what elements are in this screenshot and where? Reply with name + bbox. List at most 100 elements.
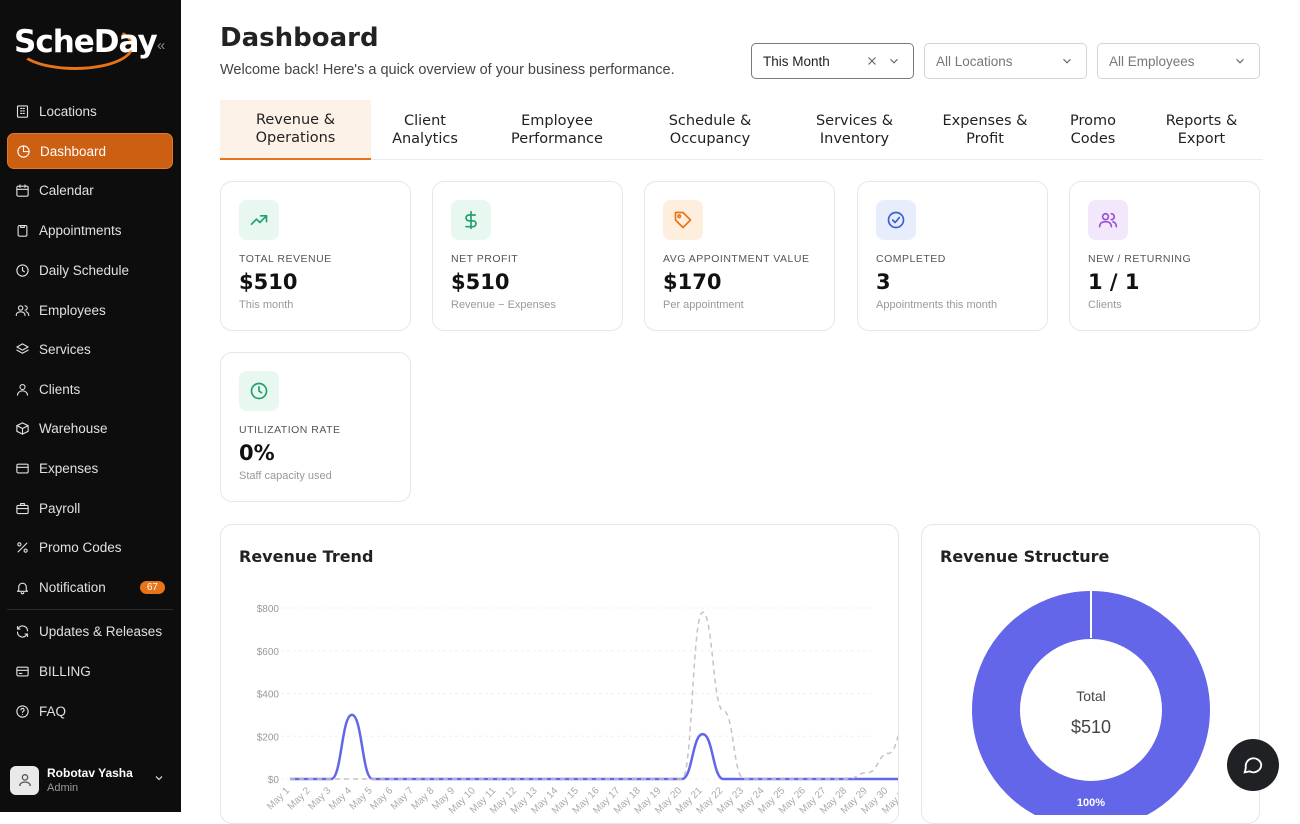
main-content: Dashboard Welcome back! Here's a quick o… [181, 0, 1300, 824]
kpi-label: UTILIZATION RATE [239, 424, 341, 436]
revenue-trend-title: Revenue Trend [239, 547, 374, 566]
y-tick-label: $800 [257, 604, 280, 615]
donut-slice[interactable] [972, 591, 1210, 815]
y-tick-label: $600 [257, 647, 280, 658]
sidebar-item-label: BILLING [39, 663, 91, 679]
trending-up-icon [250, 215, 268, 225]
sidebar-item-label: Notification [39, 579, 106, 595]
clear-icon[interactable] [865, 54, 879, 68]
kpi-value: $510 [239, 270, 298, 294]
sidebar-item-faq[interactable]: FAQ [7, 693, 173, 729]
bell-icon [16, 582, 29, 594]
chevron-down-icon[interactable] [153, 772, 165, 784]
tab-reports[interactable]: Reports & Export [1140, 100, 1263, 160]
comparison-series-line[interactable] [290, 611, 898, 780]
sidebar-item-appointments[interactable]: Appointments [7, 212, 173, 248]
kpi-value: 3 [876, 270, 891, 294]
kpi-value: $170 [663, 270, 722, 294]
kpi-label: NEW / RETURNING [1088, 253, 1192, 265]
tab-label-line2: Export [1177, 131, 1226, 147]
sidebar-item-services[interactable]: Services [7, 331, 173, 367]
tab-promo[interactable]: Promo Codes [1046, 100, 1140, 160]
kpi-card-avg-appointment-value: AVG APPOINTMENT VALUE $170 Per appointment [644, 181, 835, 331]
tab-label-line2: Operations [255, 130, 336, 146]
page-title: Dashboard [220, 23, 379, 53]
tab-label-line1: Reports & [1165, 113, 1238, 129]
revenue-structure-chart: Total $510 100% [972, 591, 1210, 815]
sidebar-item-label: Dashboard [40, 143, 107, 159]
kpi-icon-wrap [451, 200, 491, 240]
logo[interactable]: ScheDay [14, 24, 158, 60]
user-profile[interactable]: Robotav Yasha Admin [10, 763, 175, 797]
sidebar-item-label: Appointments [39, 222, 122, 238]
dollar-icon [465, 210, 477, 230]
sidebar-item-label: Employees [39, 302, 106, 318]
user-avatar-icon [18, 774, 31, 787]
tab-schedule[interactable]: Schedule & Occupancy [635, 100, 785, 160]
logo-swoosh [16, 22, 134, 70]
briefcase-icon [16, 502, 29, 514]
kpi-label: AVG APPOINTMENT VALUE [663, 253, 810, 265]
tab-label-line2: Analytics [392, 131, 458, 147]
tab-employee[interactable]: Employee Performance [479, 100, 635, 160]
sidebar-item-payroll[interactable]: Payroll [7, 490, 173, 526]
tab-label-line1: Revenue & [255, 112, 336, 128]
kpi-value: 0% [239, 441, 275, 465]
sidebar-item-daily-schedule[interactable]: Daily Schedule [7, 252, 173, 288]
sidebar-item-dashboard[interactable]: Dashboard [7, 133, 173, 169]
employee-select-value: All Employees [1109, 53, 1195, 69]
kpi-icon-wrap [1088, 200, 1128, 240]
card-icon [16, 666, 29, 676]
sidebar-item-warehouse[interactable]: Warehouse [7, 410, 173, 446]
sidebar: ScheDay « Locations Dashboard Calendar Appo… [0, 0, 181, 812]
sidebar-item-locations[interactable]: Locations [7, 93, 173, 129]
tab-expenses[interactable]: Expenses & Profit [924, 100, 1046, 160]
sidebar-item-employees[interactable]: Employees [7, 292, 173, 328]
location-select[interactable]: All Locations [924, 43, 1087, 79]
page-subtitle: Welcome back! Here's a quick overview of… [220, 62, 675, 78]
pie-chart-icon [17, 144, 30, 158]
chevron-down-icon [1063, 58, 1071, 64]
sidebar-item-billing[interactable]: BILLING [7, 653, 173, 689]
chevron-down-icon [890, 58, 898, 64]
location-select-value: All Locations [936, 53, 1013, 69]
user-icon [16, 383, 29, 396]
users-icon [15, 304, 30, 316]
tab-client[interactable]: Client Analytics [371, 100, 479, 160]
revenue-series-line[interactable] [290, 713, 898, 781]
kpi-subtext: Clients [1088, 299, 1122, 311]
sidebar-item-updates-releases[interactable]: Updates & Releases [7, 613, 173, 649]
tab-label-line2: Inventory [819, 131, 890, 147]
kpi-value: $510 [451, 270, 510, 294]
sidebar-item-expenses[interactable]: Expenses [7, 450, 173, 486]
credit-card-icon [16, 463, 29, 473]
tab-label-line1: Expenses & [942, 113, 1028, 129]
tab-label-line2: Occupancy [669, 131, 751, 147]
chevron-down-icon [1236, 58, 1244, 64]
sidebar-item-clients[interactable]: Clients [7, 371, 173, 407]
tab-label-line1: Schedule & [668, 113, 752, 129]
tab-label-line1: Employee [521, 113, 593, 129]
kpi-card-total-revenue: TOTAL REVENUE $510 This month [220, 181, 411, 331]
sidebar-item-promo-codes[interactable]: Promo Codes [7, 529, 173, 565]
box-icon [16, 421, 29, 435]
revenue-trend-panel: Revenue Trend $0 $200 $400 $600 $800 May 1 May… [220, 524, 899, 824]
tab-services[interactable]: Services & Inventory [785, 100, 924, 160]
kpi-subtext: Appointments this month [876, 299, 998, 311]
kpi-subtext: Revenue − Expenses [451, 299, 556, 311]
tab-label-line2: Profit [966, 131, 1004, 147]
period-select[interactable]: This Month [751, 43, 914, 79]
sidebar-item-notification[interactable]: Notification 67 [7, 569, 173, 605]
tab-revenue[interactable]: Revenue & Operations [220, 100, 371, 160]
sidebar-item-label: Services [39, 341, 91, 357]
sidebar-item-calendar[interactable]: Calendar [7, 172, 173, 208]
chat-button[interactable] [1227, 739, 1279, 791]
collapse-sidebar-icon[interactable]: « [157, 37, 166, 54]
employee-select[interactable]: All Employees [1097, 43, 1260, 79]
tab-label-line1: Client [404, 113, 446, 129]
kpi-icon-wrap [663, 200, 703, 240]
y-tick-label: $0 [268, 775, 280, 786]
building-icon [16, 104, 29, 118]
tag-icon [674, 211, 692, 229]
